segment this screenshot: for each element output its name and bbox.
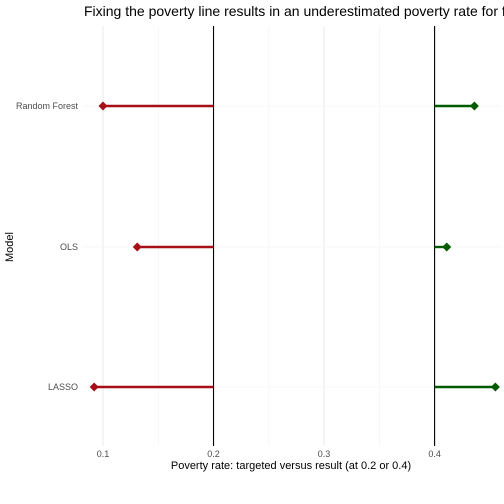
x-tick-labels: 0.1 0.2 0.3 0.4 xyxy=(97,449,441,459)
result-point xyxy=(442,242,452,252)
segments xyxy=(94,104,496,389)
y-tick-label: LASSO xyxy=(48,382,78,392)
result-point xyxy=(98,101,108,111)
result-point xyxy=(490,382,500,392)
x-tick-label: 0.3 xyxy=(318,449,331,459)
x-tick-label: 0.4 xyxy=(428,449,441,459)
y-axis-title: Model xyxy=(4,232,16,262)
x-tick-label: 0.1 xyxy=(97,449,110,459)
points xyxy=(89,101,500,392)
y-tick-label: OLS xyxy=(60,242,78,252)
y-tick-labels: Random Forest OLS LASSO xyxy=(16,101,79,392)
grid-lines xyxy=(82,26,502,446)
result-point xyxy=(89,382,99,392)
result-point xyxy=(469,101,479,111)
result-point xyxy=(132,242,142,252)
x-tick-label: 0.2 xyxy=(207,449,220,459)
reference-lines xyxy=(212,26,436,446)
x-axis-title: Poverty rate: targeted versus result (at… xyxy=(171,460,411,472)
chart-title: Fixing the poverty line results in an un… xyxy=(84,3,504,19)
y-tick-label: Random Forest xyxy=(16,101,79,111)
